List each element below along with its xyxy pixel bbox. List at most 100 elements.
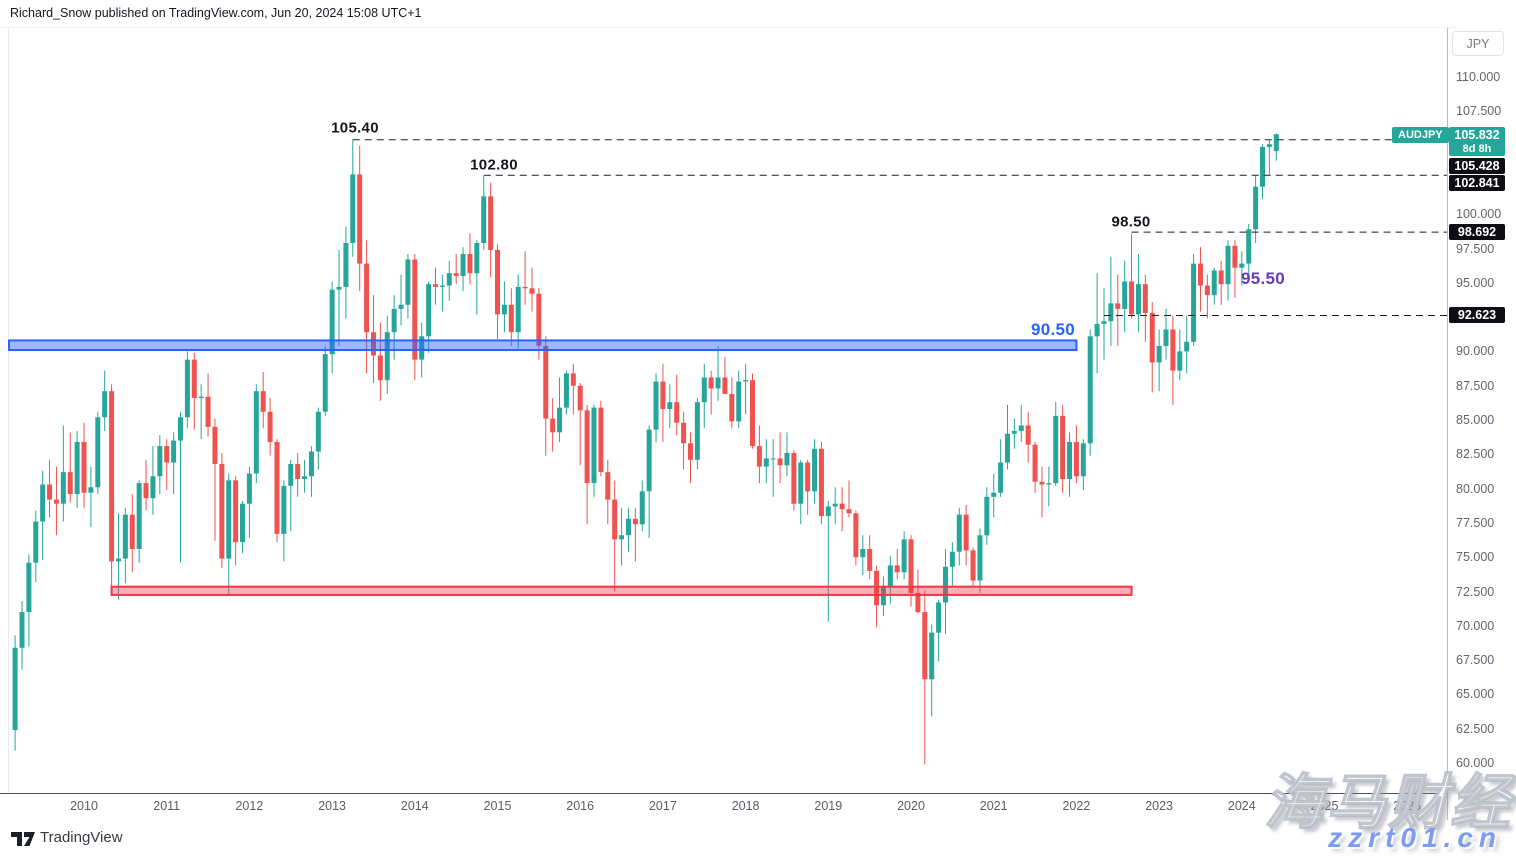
- candle: [136, 480, 142, 563]
- candle: [398, 274, 404, 326]
- price-tick-label: 90.000: [1456, 344, 1495, 359]
- candle: [1094, 273, 1100, 374]
- candle: [384, 315, 390, 394]
- footer-bar: TradingView: [0, 820, 1516, 857]
- candle: [791, 450, 797, 511]
- candle: [12, 635, 18, 751]
- candle: [777, 432, 783, 484]
- candle: [1232, 240, 1238, 298]
- candle: [584, 404, 590, 525]
- candle: [756, 425, 762, 484]
- candle: [26, 554, 32, 647]
- candle: [150, 446, 156, 515]
- price-tick-label: 107.500: [1456, 104, 1502, 119]
- candle: [322, 345, 328, 416]
- candle: [1032, 441, 1038, 493]
- candle: [391, 295, 397, 360]
- candle: [550, 398, 556, 452]
- candle: [977, 528, 983, 593]
- resistance-zone-90.50[interactable]: [8, 339, 1078, 352]
- price-annotation: 102.80: [470, 156, 518, 174]
- year-tick-label: 2018: [731, 799, 760, 813]
- candle: [1108, 256, 1114, 346]
- candle: [226, 473, 232, 596]
- candle: [501, 281, 507, 333]
- candle: [453, 253, 459, 285]
- candle: [53, 466, 59, 536]
- candle: [784, 432, 790, 477]
- candle: [446, 260, 452, 301]
- price-annotation: 95.50: [1240, 269, 1286, 288]
- candle: [963, 505, 969, 566]
- candle: [1211, 267, 1217, 305]
- candlestick-chart[interactable]: [0, 0, 1447, 820]
- candle: [605, 459, 611, 525]
- candle: [432, 267, 438, 305]
- candle: [860, 535, 866, 576]
- candle: [274, 439, 280, 543]
- price-tick-label: 72.500: [1456, 584, 1495, 599]
- candle: [295, 452, 301, 497]
- candle: [1163, 308, 1169, 360]
- candle: [377, 322, 383, 401]
- candle: [205, 373, 211, 437]
- candle: [1253, 175, 1259, 244]
- year-tick-label: 2021: [979, 799, 1008, 813]
- price-tick-label: 62.500: [1456, 721, 1495, 736]
- tradingview-brand-text[interactable]: TradingView: [40, 829, 123, 846]
- candle: [246, 466, 252, 538]
- candle: [47, 459, 53, 518]
- price-tick-label: 75.000: [1456, 550, 1495, 565]
- currency-toggle-button[interactable]: JPY: [1452, 31, 1504, 56]
- candle: [1177, 329, 1183, 381]
- year-tick-label: 2019: [814, 799, 843, 813]
- candle: [1115, 274, 1121, 346]
- candle: [1067, 432, 1073, 497]
- candle: [922, 590, 928, 765]
- candle: [956, 507, 962, 566]
- candle: [660, 363, 666, 442]
- candle: [164, 439, 170, 490]
- tradingview-logo-icon[interactable]: [10, 830, 36, 848]
- candle: [88, 466, 94, 528]
- candle: [122, 507, 128, 584]
- candle: [770, 439, 776, 497]
- price-tick-label: 65.000: [1456, 687, 1495, 702]
- candle: [991, 473, 997, 518]
- candle: [460, 247, 466, 292]
- candle: [1060, 404, 1066, 493]
- candle: [1039, 466, 1045, 518]
- candle: [515, 274, 521, 349]
- candle: [736, 370, 742, 429]
- candle: [288, 459, 294, 532]
- price-annotation: 105.40: [331, 119, 379, 137]
- candle: [233, 476, 239, 566]
- candle: [722, 356, 728, 394]
- candle: [260, 371, 266, 429]
- price-tick-label: 82.500: [1456, 447, 1495, 462]
- candle: [798, 459, 804, 525]
- candle: [109, 384, 115, 596]
- year-tick-label: 2015: [483, 799, 512, 813]
- candle: [1073, 425, 1079, 484]
- candle: [350, 140, 356, 257]
- candle: [1191, 253, 1197, 346]
- candle: [481, 175, 487, 250]
- price-annotation: 98.50: [1111, 213, 1151, 231]
- year-tick-label: 2020: [897, 799, 925, 813]
- candle: [74, 430, 80, 508]
- candle: [929, 624, 935, 717]
- candle: [577, 382, 583, 466]
- candle: [1087, 329, 1093, 456]
- candle: [184, 351, 190, 429]
- year-tick-label: 2024: [1227, 799, 1256, 813]
- candle: [639, 480, 645, 532]
- support-zone-72.50[interactable]: [110, 585, 1133, 596]
- candle: [240, 500, 246, 554]
- level-price-tag: 105.428: [1449, 158, 1505, 174]
- candle: [267, 398, 273, 456]
- candle: [901, 531, 907, 580]
- watermark-cjk: 海马财经: [1263, 768, 1512, 837]
- candle: [157, 435, 163, 495]
- candle: [681, 411, 687, 470]
